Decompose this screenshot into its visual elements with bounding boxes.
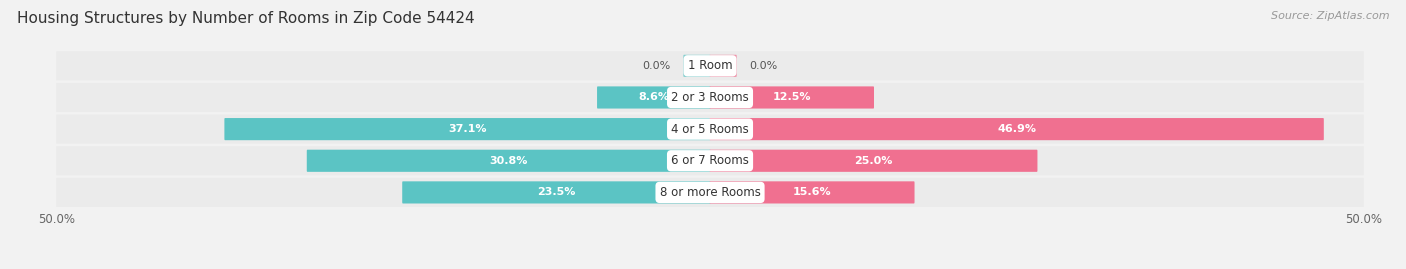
Text: 0.0%: 0.0% (643, 61, 671, 71)
Text: 0.0%: 0.0% (749, 61, 778, 71)
Text: 8 or more Rooms: 8 or more Rooms (659, 186, 761, 199)
Text: 25.0%: 25.0% (855, 156, 893, 166)
FancyBboxPatch shape (56, 146, 1364, 175)
Text: 30.8%: 30.8% (489, 156, 527, 166)
Text: 15.6%: 15.6% (793, 187, 831, 197)
Text: 8.6%: 8.6% (638, 93, 669, 102)
FancyBboxPatch shape (710, 181, 914, 203)
FancyBboxPatch shape (710, 55, 737, 77)
FancyBboxPatch shape (225, 118, 710, 140)
Text: 4 or 5 Rooms: 4 or 5 Rooms (671, 123, 749, 136)
Text: 1 Room: 1 Room (688, 59, 733, 72)
FancyBboxPatch shape (710, 150, 1038, 172)
Text: 2 or 3 Rooms: 2 or 3 Rooms (671, 91, 749, 104)
FancyBboxPatch shape (56, 51, 1364, 80)
Text: 37.1%: 37.1% (449, 124, 486, 134)
Text: 6 or 7 Rooms: 6 or 7 Rooms (671, 154, 749, 167)
Text: 23.5%: 23.5% (537, 187, 575, 197)
Text: 46.9%: 46.9% (997, 124, 1036, 134)
Text: Housing Structures by Number of Rooms in Zip Code 54424: Housing Structures by Number of Rooms in… (17, 11, 474, 26)
FancyBboxPatch shape (56, 115, 1364, 144)
FancyBboxPatch shape (710, 86, 875, 109)
Text: Source: ZipAtlas.com: Source: ZipAtlas.com (1271, 11, 1389, 21)
FancyBboxPatch shape (307, 150, 710, 172)
Text: 12.5%: 12.5% (772, 93, 811, 102)
FancyBboxPatch shape (402, 181, 710, 203)
FancyBboxPatch shape (56, 83, 1364, 112)
FancyBboxPatch shape (710, 118, 1324, 140)
FancyBboxPatch shape (56, 178, 1364, 207)
FancyBboxPatch shape (683, 55, 710, 77)
Legend: Owner-occupied, Renter-occupied: Owner-occupied, Renter-occupied (583, 266, 837, 269)
FancyBboxPatch shape (598, 86, 710, 109)
